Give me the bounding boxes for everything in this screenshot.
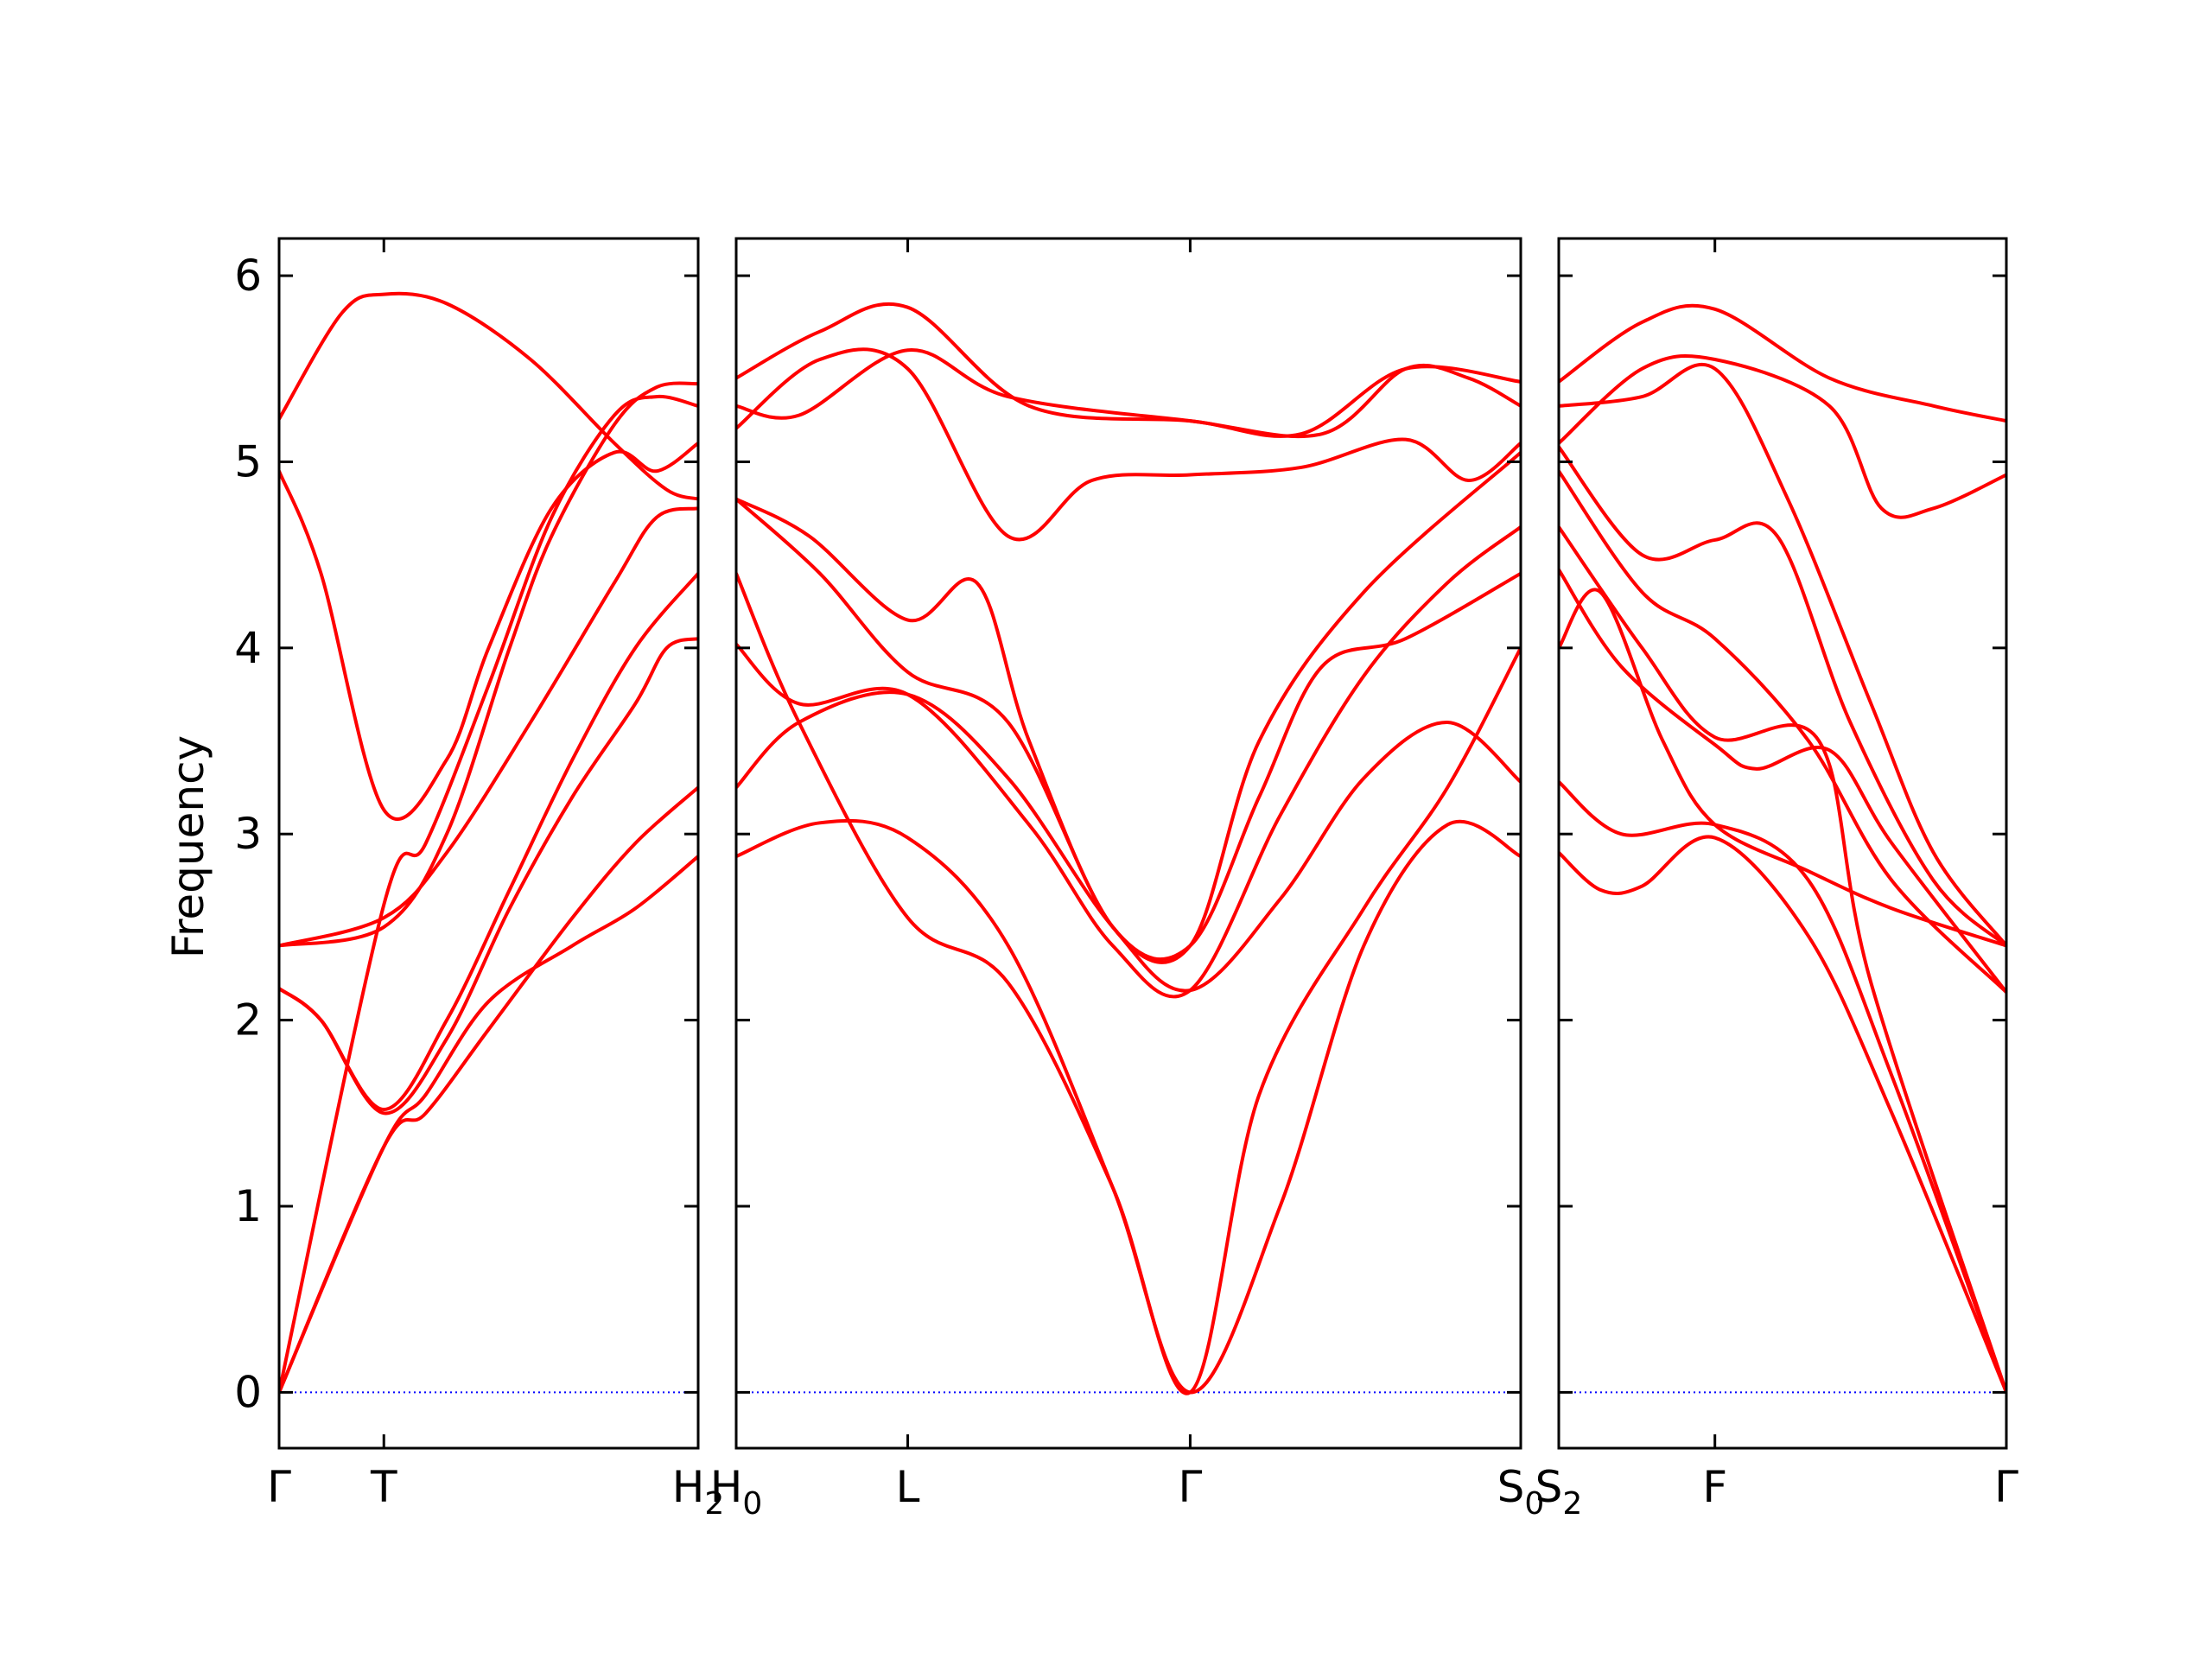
y-tick-label: 5 bbox=[234, 436, 262, 486]
y-tick-label: 6 bbox=[234, 251, 262, 301]
band-line-3 bbox=[736, 524, 1521, 999]
band-line-7 bbox=[279, 381, 698, 948]
x-tick-label: Γ bbox=[1178, 1462, 1202, 1512]
y-tick-label: 4 bbox=[234, 623, 262, 673]
band-line-9 bbox=[279, 291, 698, 501]
x-tick-label: S0 bbox=[1497, 1462, 1545, 1522]
panel-frame bbox=[734, 237, 1522, 1450]
band-line-5 bbox=[1559, 588, 2006, 948]
panel-frame bbox=[1557, 237, 2008, 1450]
band-line-8 bbox=[1559, 362, 2006, 948]
panel-3: S2 F Γ bbox=[1535, 237, 2018, 1522]
panel-frame bbox=[277, 237, 700, 1450]
y-tick-label: 2 bbox=[234, 995, 262, 1046]
band-line-10 bbox=[1559, 303, 2006, 423]
y-tick-label: 3 bbox=[234, 809, 262, 859]
band-line-7 bbox=[1559, 445, 2006, 948]
panel-2: H0 L Γ S0 bbox=[710, 237, 1545, 1522]
band-line-1 bbox=[1559, 835, 2006, 1395]
y-tick-label: 0 bbox=[234, 1367, 262, 1417]
band-line-6 bbox=[1559, 469, 2006, 995]
band-line-3 bbox=[279, 394, 698, 1395]
bands-group bbox=[279, 291, 698, 1395]
x-tick-label: Γ bbox=[1994, 1462, 2018, 1512]
band-line-5 bbox=[279, 571, 698, 1111]
band-line-9 bbox=[1559, 354, 2006, 519]
band-line-5 bbox=[736, 450, 1521, 964]
band-line-7 bbox=[736, 347, 1521, 542]
band-line-3 bbox=[1559, 568, 2006, 995]
x-tick-label: Γ bbox=[267, 1462, 291, 1512]
band-line-2 bbox=[1559, 779, 2006, 1395]
y-axis-label: Frequency bbox=[163, 735, 213, 958]
band-line-6 bbox=[736, 571, 1521, 1395]
bands-group bbox=[1559, 303, 2006, 1395]
band-line-2 bbox=[736, 690, 1521, 993]
band-line-6 bbox=[279, 506, 698, 948]
band-line-2 bbox=[279, 785, 698, 1395]
band-line-4 bbox=[1559, 524, 2006, 1395]
band-line-9 bbox=[736, 302, 1521, 438]
bands-group bbox=[736, 302, 1521, 1395]
x-tick-label: T bbox=[370, 1462, 397, 1512]
x-tick-label: L bbox=[896, 1462, 920, 1512]
x-tick-label: F bbox=[1702, 1462, 1727, 1512]
y-tick-label: 1 bbox=[234, 1181, 262, 1231]
